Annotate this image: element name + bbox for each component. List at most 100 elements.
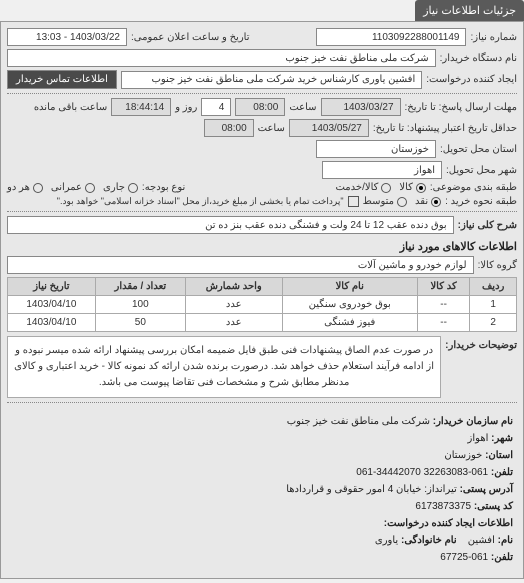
f-phone-value: 061-32263083 34442070-061	[356, 467, 488, 478]
resp-deadline-label: مهلت ارسال پاسخ: تا تاریخ:	[405, 102, 517, 113]
cell: عدد	[185, 296, 282, 314]
radio-jari[interactable]: جاری	[103, 182, 138, 193]
radio-kala[interactable]: کالا	[399, 182, 426, 193]
radio-naghd-label: نقد	[415, 196, 428, 207]
footer-info: نام سازمان خریدار: شرکت ملی مناطق نفت خی…	[7, 407, 517, 572]
th-row: ردیف	[470, 278, 517, 296]
req-number-field: 1103092288001149	[316, 28, 466, 46]
f-family-label: نام خانوادگی:	[401, 535, 457, 546]
table-header-row: ردیف کد کالا نام کالا واحد شمارش تعداد /…	[8, 278, 517, 296]
cell: --	[417, 296, 469, 314]
valid-label: حداقل تاریخ اعتبار پیشنهاد: تا تاریخ:	[373, 123, 517, 134]
th-date: تاریخ نیاز	[8, 278, 96, 296]
divider	[7, 93, 517, 94]
radio-both[interactable]: هر دو	[7, 182, 43, 193]
need-title-label: شرح کلی نیاز:	[458, 220, 517, 231]
f-city-label: شهر:	[491, 433, 513, 444]
budget-radio-group: جاری عمرانی هر دو	[7, 182, 138, 193]
f-address-value: تیرانداز: خیابان 4 امور حقوقی و قرارداده…	[286, 484, 457, 495]
payment-radio-group: نقد متوسط	[363, 196, 442, 207]
valid-time-field: 08:00	[204, 119, 254, 137]
payment-label: طبقه نحوه خرید :	[445, 196, 517, 207]
radio-both-label: هر دو	[7, 182, 30, 193]
buyer-org-field: شرکت ملی مناطق نفت خیز جنوب	[7, 49, 436, 67]
radio-khadamat-label: کالا/خدمت	[335, 182, 378, 193]
radio-omrani-label: عمرانی	[51, 182, 82, 193]
payment-note: "پرداخت تمام یا بخشی از مبلغ خرید،از محل…	[57, 196, 344, 207]
f-name-value: افشین	[468, 535, 495, 546]
announce-field: 1403/03/22 - 13:03	[7, 28, 127, 46]
cell: 50	[95, 314, 185, 332]
f-address-label: آدرس پستی:	[460, 484, 513, 495]
city-field: اهواز	[322, 161, 442, 179]
radio-dot-icon	[381, 183, 391, 193]
radio-jari-label: جاری	[103, 182, 125, 193]
radio-motavaset-label: متوسط	[363, 196, 394, 207]
days-value-field: 4	[201, 98, 231, 116]
tab-title: جزئیات اطلاعات نیاز	[415, 0, 524, 21]
treasury-checkbox[interactable]	[348, 196, 359, 207]
table-row: 1 -- بوق خودروی سنگین عدد 100 1403/04/10	[8, 296, 517, 314]
buyer-note-label: توضیحات خریدار:	[445, 336, 517, 351]
f-cphone-label: تلفن:	[491, 552, 513, 563]
time-label-1: ساعت	[289, 102, 316, 113]
radio-kala-label: کالا	[399, 182, 413, 193]
f-creator-label: اطلاعات ایجاد کننده درخواست:	[384, 518, 513, 529]
creator-label: ایجاد کننده درخواست:	[426, 74, 517, 85]
goods-group-label: گروه کالا:	[478, 260, 517, 271]
table-row: 2 -- فیوز فشنگی عدد 50 1403/04/10	[8, 314, 517, 332]
divider	[7, 402, 517, 403]
th-unit: واحد شمارش	[185, 278, 282, 296]
need-title-field: بوق دنده عقب 12 تا 24 ولت و فشنگی دنده ع…	[7, 216, 454, 234]
f-city-value: اهواز	[468, 433, 489, 444]
f-org-label: نام سازمان خریدار:	[433, 416, 513, 427]
cell: 1403/04/10	[8, 314, 96, 332]
divider	[7, 211, 517, 212]
main-panel: شماره نیاز: 1103092288001149 تاریخ و ساع…	[0, 21, 524, 579]
cell: --	[417, 314, 469, 332]
radio-dot-icon	[128, 183, 138, 193]
state-field: خوزستان	[316, 140, 436, 158]
f-postcode-label: کد پستی:	[474, 501, 513, 512]
f-cphone-value: 061-67725	[440, 552, 488, 563]
th-qty: تعداد / مقدار	[95, 278, 185, 296]
days-label: روز و	[175, 102, 197, 113]
buyer-note-text: در صورت عدم الصاق پیشنهادات فنی طبق فایل…	[7, 336, 441, 398]
f-province-label: استان:	[485, 450, 513, 461]
contact-buyer-button[interactable]: اطلاعات تماس خریدار	[7, 70, 117, 89]
goods-group-field: لوازم خودرو و ماشین آلات	[7, 256, 474, 274]
goods-table: ردیف کد کالا نام کالا واحد شمارش تعداد /…	[7, 277, 517, 332]
creator-field: افشین یاوری کارشناس خرید شرکت ملی مناطق …	[121, 71, 422, 89]
time-label-2: ساعت	[258, 123, 285, 134]
f-postcode-value: 6173873375	[415, 501, 471, 512]
radio-khadamat[interactable]: کالا/خدمت	[335, 182, 391, 193]
cell: 2	[470, 314, 517, 332]
radio-dot-icon	[33, 183, 43, 193]
radio-naghd[interactable]: نقد	[415, 196, 441, 207]
remain-time-field: 18:44:14	[111, 98, 171, 116]
radio-motavaset[interactable]: متوسط	[363, 196, 407, 207]
radio-omrani[interactable]: عمرانی	[51, 182, 95, 193]
goods-section-title: اطلاعات کالاهای مورد نیاز	[7, 240, 517, 253]
radio-dot-icon	[416, 183, 426, 193]
state-label: استان محل تحویل:	[440, 144, 517, 155]
announce-label: تاریخ و ساعت اعلان عمومی:	[131, 32, 250, 43]
budget-label: نوع بودجه:	[142, 182, 185, 193]
f-name-label: نام:	[498, 535, 513, 546]
resp-time-field: 08:00	[235, 98, 285, 116]
cell: فیوز فشنگی	[282, 314, 417, 332]
cell: بوق خودروی سنگین	[282, 296, 417, 314]
radio-dot-icon	[397, 197, 407, 207]
th-name: نام کالا	[282, 278, 417, 296]
f-org-value: شرکت ملی مناطق نفت خیز جنوب	[287, 416, 430, 427]
classification-radio-group: کالا کالا/خدمت	[335, 182, 425, 193]
classification-label: طبقه بندی موضوعی:	[430, 182, 517, 193]
cell: 1403/04/10	[8, 296, 96, 314]
cell: 1	[470, 296, 517, 314]
resp-date-field: 1403/03/27	[321, 98, 401, 116]
radio-dot-icon	[85, 183, 95, 193]
remain-label: ساعت باقی مانده	[34, 102, 107, 113]
th-code: کد کالا	[417, 278, 469, 296]
cell: 100	[95, 296, 185, 314]
radio-dot-icon	[431, 197, 441, 207]
